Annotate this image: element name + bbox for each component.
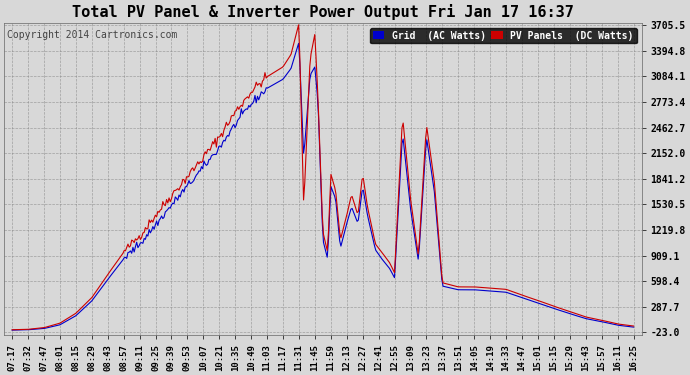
Title: Total PV Panel & Inverter Power Output Fri Jan 17 16:37: Total PV Panel & Inverter Power Output F… [72,4,574,20]
Legend: Grid  (AC Watts), PV Panels  (DC Watts): Grid (AC Watts), PV Panels (DC Watts) [370,28,637,44]
Text: Copyright 2014 Cartronics.com: Copyright 2014 Cartronics.com [7,30,177,39]
